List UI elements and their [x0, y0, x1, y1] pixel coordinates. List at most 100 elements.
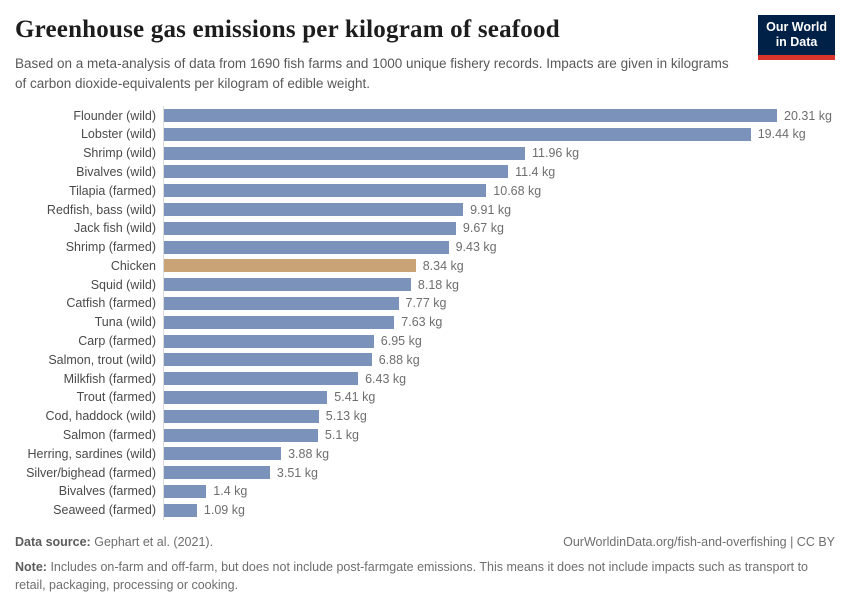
bar[interactable] [164, 428, 318, 442]
value-label: 5.41 kg [334, 390, 376, 405]
category-label: Redfish, bass (wild) [46, 202, 156, 217]
value-label: 7.63 kg [401, 315, 443, 330]
value-label: 3.51 kg [276, 465, 318, 480]
bar[interactable] [164, 165, 509, 179]
bar[interactable] [164, 109, 777, 123]
bar-track: 9.91 kg [163, 200, 835, 219]
category-label: Milkfish (farmed) [63, 371, 156, 386]
category-label: Salmon (farmed) [62, 428, 156, 443]
value-label: 11.4 kg [515, 164, 556, 179]
chart-row: Salmon (farmed) 5.1 kg [15, 425, 835, 445]
category-label: Flounder (wild) [73, 108, 156, 123]
chart-row: Chicken 8.34 kg [15, 256, 835, 276]
attribution-link[interactable]: OurWorldinData.org/fish-and-overfishing … [563, 534, 835, 549]
bar[interactable] [164, 466, 270, 480]
bar-highlighted[interactable] [164, 259, 416, 273]
category-label: Shrimp (farmed) [65, 240, 156, 255]
bar-track: 8.34 kg [163, 256, 835, 276]
bar-track: 19.44 kg [163, 124, 835, 144]
value-label: 1.09 kg [203, 503, 245, 518]
bar[interactable] [164, 447, 282, 461]
bar-track: 3.51 kg [163, 463, 835, 483]
bar-chart: Flounder (wild) 20.31 kg Lobster (wild) 19.… [15, 106, 835, 520]
value-label: 6.95 kg [380, 334, 422, 349]
bar-track: 5.41 kg [163, 388, 835, 407]
bar[interactable] [164, 184, 487, 198]
bar-track: 20.31 kg [163, 106, 835, 125]
data-source-value: Gephart et al. (2021). [94, 534, 214, 549]
category-label: Chicken [110, 258, 156, 273]
bar[interactable] [164, 221, 456, 235]
bar-track: 9.67 kg [163, 218, 835, 238]
chart-note: Note: Includes on-farm and off-farm, but… [15, 558, 835, 596]
bar-track: 8.18 kg [163, 275, 835, 295]
bar[interactable] [164, 127, 751, 141]
category-label: Cod, haddock (wild) [45, 409, 156, 424]
bar[interactable] [164, 390, 328, 404]
value-label: 10.68 kg [493, 183, 542, 198]
chart-row: Tuna (wild) 7.63 kg [15, 312, 835, 332]
bar[interactable] [164, 296, 399, 310]
owid-logo-line2: in Data [775, 35, 818, 50]
chart-subtitle: Based on a meta-analysis of data from 16… [15, 56, 729, 91]
bar[interactable] [164, 146, 525, 160]
bar-track: 6.43 kg [163, 369, 835, 389]
chart-row: Carp (farmed) 6.95 kg [15, 331, 835, 351]
value-label: 9.67 kg [462, 221, 504, 236]
value-label: 5.1 kg [324, 428, 359, 443]
bar-track: 7.77 kg [163, 294, 835, 313]
data-source-label: Data source: [15, 534, 91, 549]
category-label: Bivalves (farmed) [58, 484, 156, 499]
chart-row: Bivalves (farmed) 1.4 kg [15, 482, 835, 501]
bar-track: 1.09 kg [163, 500, 835, 520]
chart-footer: Data source: Gephart et al. (2021). OurW… [15, 535, 835, 596]
category-label: Shrimp (wild) [83, 146, 156, 161]
bar[interactable] [164, 484, 207, 498]
value-label: 9.43 kg [455, 240, 497, 255]
category-label: Carp (farmed) [78, 334, 156, 349]
value-label: 9.91 kg [470, 202, 512, 217]
chart-row: Lobster (wild) 19.44 kg [15, 124, 835, 144]
bar[interactable] [164, 409, 319, 423]
chart-row: Redfish, bass (wild) 9.91 kg [15, 200, 835, 219]
category-label: Salmon, trout (wild) [48, 352, 156, 367]
value-label: 19.44 kg [757, 127, 806, 142]
source-row: Data source: Gephart et al. (2021). OurW… [15, 535, 835, 549]
value-label: 11.96 kg [532, 146, 580, 161]
chart-row: Shrimp (wild) 11.96 kg [15, 143, 835, 163]
page-title: Greenhouse gas emissions per kilogram of… [15, 16, 560, 43]
bar-track: 10.68 kg [163, 181, 835, 201]
chart-row: Tilapia (farmed) 10.68 kg [15, 181, 835, 201]
value-label: 7.77 kg [405, 296, 447, 311]
bar-track: 6.95 kg [163, 331, 835, 351]
bar[interactable] [164, 203, 464, 216]
bar[interactable] [164, 503, 197, 517]
chart-row: Catfish (farmed) 7.77 kg [15, 294, 835, 313]
chart-row: Herring, sardines (wild) 3.88 kg [15, 444, 835, 464]
value-label: 3.88 kg [288, 446, 330, 461]
bar[interactable] [164, 240, 449, 254]
bar-track: 9.43 kg [163, 237, 835, 257]
value-label: 8.34 kg [422, 258, 464, 273]
bar-track: 7.63 kg [163, 312, 835, 332]
chart-row: Salmon, trout (wild) 6.88 kg [15, 350, 835, 370]
bar[interactable] [164, 334, 374, 348]
bar-track: 11.4 kg [163, 162, 835, 182]
category-label: Trout (farmed) [76, 390, 156, 405]
chart-row: Silver/bighead (farmed) 3.51 kg [15, 463, 835, 483]
chart-row: Trout (farmed) 5.41 kg [15, 388, 835, 407]
chart-row: Bivalves (wild) 11.4 kg [15, 162, 835, 182]
chart-header: Greenhouse gas emissions per kilogram of… [15, 15, 835, 93]
bar-track: 1.4 kg [163, 482, 835, 501]
bar[interactable] [164, 353, 372, 367]
note-label: Note: [15, 559, 47, 574]
bar[interactable] [164, 372, 359, 386]
chart-row: Seaweed (farmed) 1.09 kg [15, 500, 835, 520]
category-label: Lobster (wild) [80, 127, 156, 142]
value-label: 6.88 kg [378, 352, 420, 367]
bar[interactable] [164, 278, 411, 292]
value-label: 5.13 kg [325, 409, 367, 424]
bar[interactable] [164, 315, 395, 329]
bar-track: 11.96 kg [163, 143, 835, 163]
